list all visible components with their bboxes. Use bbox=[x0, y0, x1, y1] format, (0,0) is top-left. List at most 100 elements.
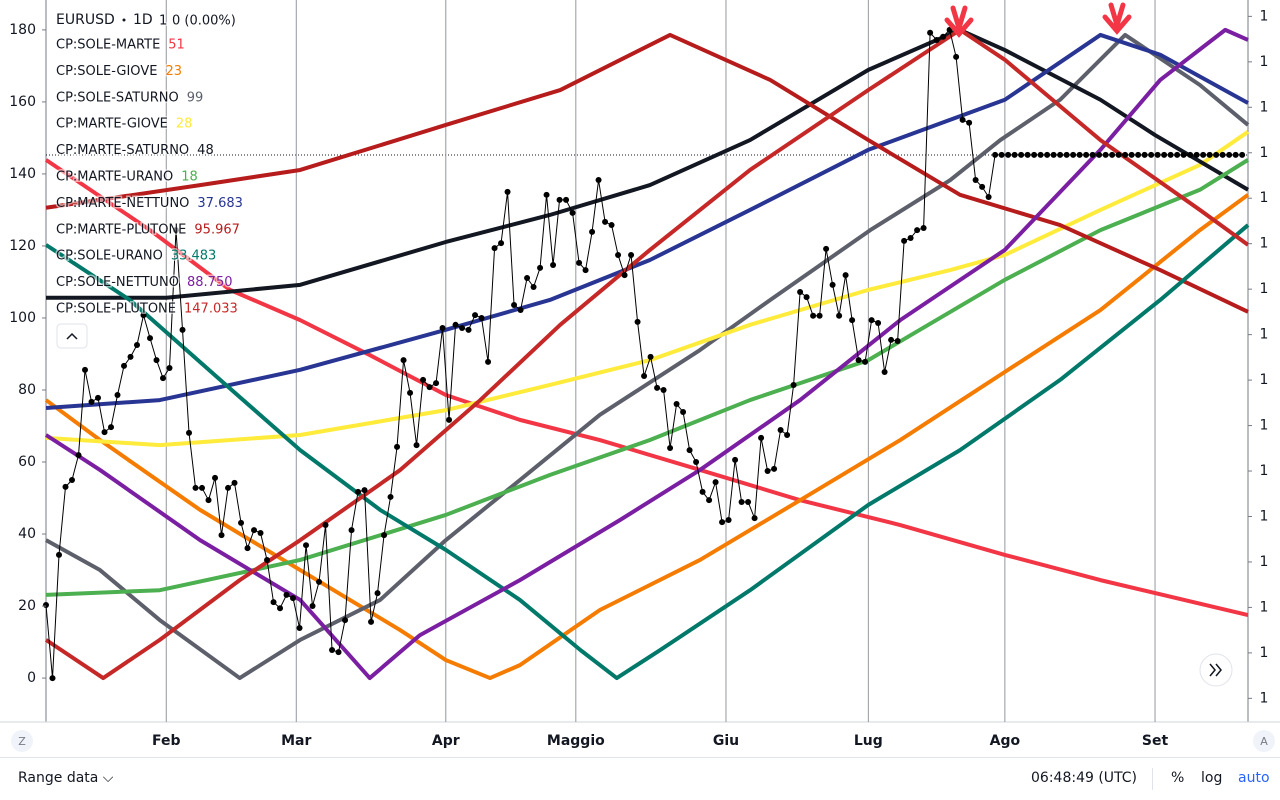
y2-tick-label: 1 bbox=[1260, 645, 1269, 661]
data-point bbox=[446, 416, 453, 423]
data-point bbox=[49, 675, 56, 682]
data-point bbox=[933, 36, 940, 43]
data-point bbox=[1232, 151, 1239, 158]
collapse-legend-button[interactable] bbox=[56, 323, 88, 349]
data-point bbox=[725, 516, 732, 523]
data-point bbox=[420, 376, 427, 383]
series-line bbox=[46, 27, 1250, 300]
data-point bbox=[1063, 151, 1070, 158]
data-point bbox=[309, 603, 316, 610]
plot bbox=[43, 26, 1250, 682]
data-point bbox=[491, 245, 498, 252]
axis-labels: Feb Mar Apr Maggio Giu Lug Ago Set 0 20 40 60 80 100 1… bbox=[9, 8, 1268, 749]
data-point bbox=[459, 325, 466, 332]
legend-value: 37.683 bbox=[197, 196, 243, 211]
last-price: 1 bbox=[159, 14, 167, 29]
auto-scale-button[interactable] bbox=[11, 730, 33, 752]
data-point bbox=[550, 262, 557, 269]
data-point bbox=[927, 29, 934, 36]
data-point bbox=[160, 375, 167, 382]
data-point bbox=[1024, 151, 1031, 158]
legend-value: 18 bbox=[181, 170, 198, 185]
data-point bbox=[1206, 151, 1213, 158]
data-point bbox=[1135, 151, 1142, 158]
data-point bbox=[1200, 151, 1207, 158]
scroll-to-realtime-button[interactable] bbox=[1199, 653, 1233, 687]
grid bbox=[165, 0, 1156, 722]
y2-tick-label: 1 bbox=[1260, 327, 1269, 343]
data-point bbox=[374, 590, 381, 597]
data-point bbox=[1154, 151, 1161, 158]
separator bbox=[122, 18, 126, 22]
data-point bbox=[394, 443, 401, 450]
y2-tick-label: 1 bbox=[1260, 190, 1269, 206]
x-tick-label: Feb bbox=[152, 733, 181, 749]
range-label: Range data bbox=[18, 770, 99, 786]
percent-button[interactable]: % bbox=[1171, 770, 1185, 786]
data-point bbox=[1239, 151, 1246, 158]
data-point bbox=[940, 33, 947, 40]
series-line bbox=[45, 29, 1243, 679]
data-point bbox=[563, 196, 570, 203]
data-point bbox=[225, 484, 232, 491]
scroll-icon bbox=[1209, 663, 1222, 677]
data-point bbox=[914, 227, 921, 234]
series-line bbox=[45, 32, 1250, 681]
legend-name: CP:MARTE-URANO bbox=[56, 170, 173, 185]
series-line bbox=[45, 130, 1250, 448]
data-point bbox=[589, 228, 596, 235]
y-tick-label: 100 bbox=[9, 310, 36, 326]
data-point bbox=[894, 338, 901, 345]
y2-tick-label: 1 bbox=[1260, 145, 1269, 161]
legend-name: CP:SOLE-URANO bbox=[56, 249, 163, 264]
auto-button[interactable]: auto bbox=[1238, 770, 1270, 786]
series-line bbox=[44, 158, 1249, 617]
data-point bbox=[686, 447, 693, 454]
x-tick-label: Giu bbox=[713, 733, 739, 749]
data-point bbox=[56, 551, 63, 558]
data-point bbox=[62, 483, 69, 490]
data-point bbox=[816, 312, 823, 319]
data-point bbox=[556, 196, 563, 203]
x-tick-label: Ago bbox=[990, 733, 1021, 749]
data-point bbox=[270, 599, 277, 606]
data-point bbox=[1193, 151, 1200, 158]
data-point bbox=[147, 335, 154, 342]
data-point bbox=[784, 432, 791, 439]
data-point bbox=[751, 515, 758, 522]
x-tick-label: Apr bbox=[432, 733, 460, 749]
auto-scale-button[interactable] bbox=[1253, 730, 1275, 752]
series-line bbox=[44, 27, 1249, 681]
data-point bbox=[641, 372, 648, 379]
y-tick-label: 120 bbox=[9, 238, 36, 254]
data-point bbox=[732, 456, 739, 463]
data-point bbox=[673, 401, 680, 408]
data-point bbox=[647, 353, 654, 360]
data-point bbox=[238, 519, 245, 526]
data-point bbox=[277, 605, 284, 612]
data-point bbox=[719, 519, 726, 526]
data-point bbox=[368, 618, 375, 625]
data-point bbox=[407, 389, 414, 396]
data-point bbox=[660, 386, 667, 393]
interval: 1D bbox=[133, 12, 153, 28]
data-point bbox=[992, 151, 999, 158]
data-point bbox=[361, 487, 368, 494]
data-point bbox=[452, 321, 459, 328]
log-button[interactable]: log bbox=[1201, 770, 1223, 786]
corner-label: Z bbox=[18, 735, 26, 748]
data-point bbox=[576, 259, 583, 266]
legend-name: CP:MARTE-PLUTONE bbox=[56, 222, 186, 237]
data-point bbox=[75, 452, 82, 459]
y-tick-label: 140 bbox=[9, 166, 36, 182]
data-point bbox=[1180, 151, 1187, 158]
data-point bbox=[829, 281, 836, 288]
y-tick-label: 60 bbox=[18, 454, 36, 470]
data-point bbox=[1187, 151, 1194, 158]
data-point bbox=[823, 245, 830, 252]
range-button[interactable]: Range data ⌵ bbox=[18, 770, 114, 786]
data-point bbox=[524, 274, 531, 281]
legend-value: 33.483 bbox=[171, 249, 217, 264]
data-point bbox=[485, 358, 492, 365]
data-point bbox=[998, 151, 1005, 158]
